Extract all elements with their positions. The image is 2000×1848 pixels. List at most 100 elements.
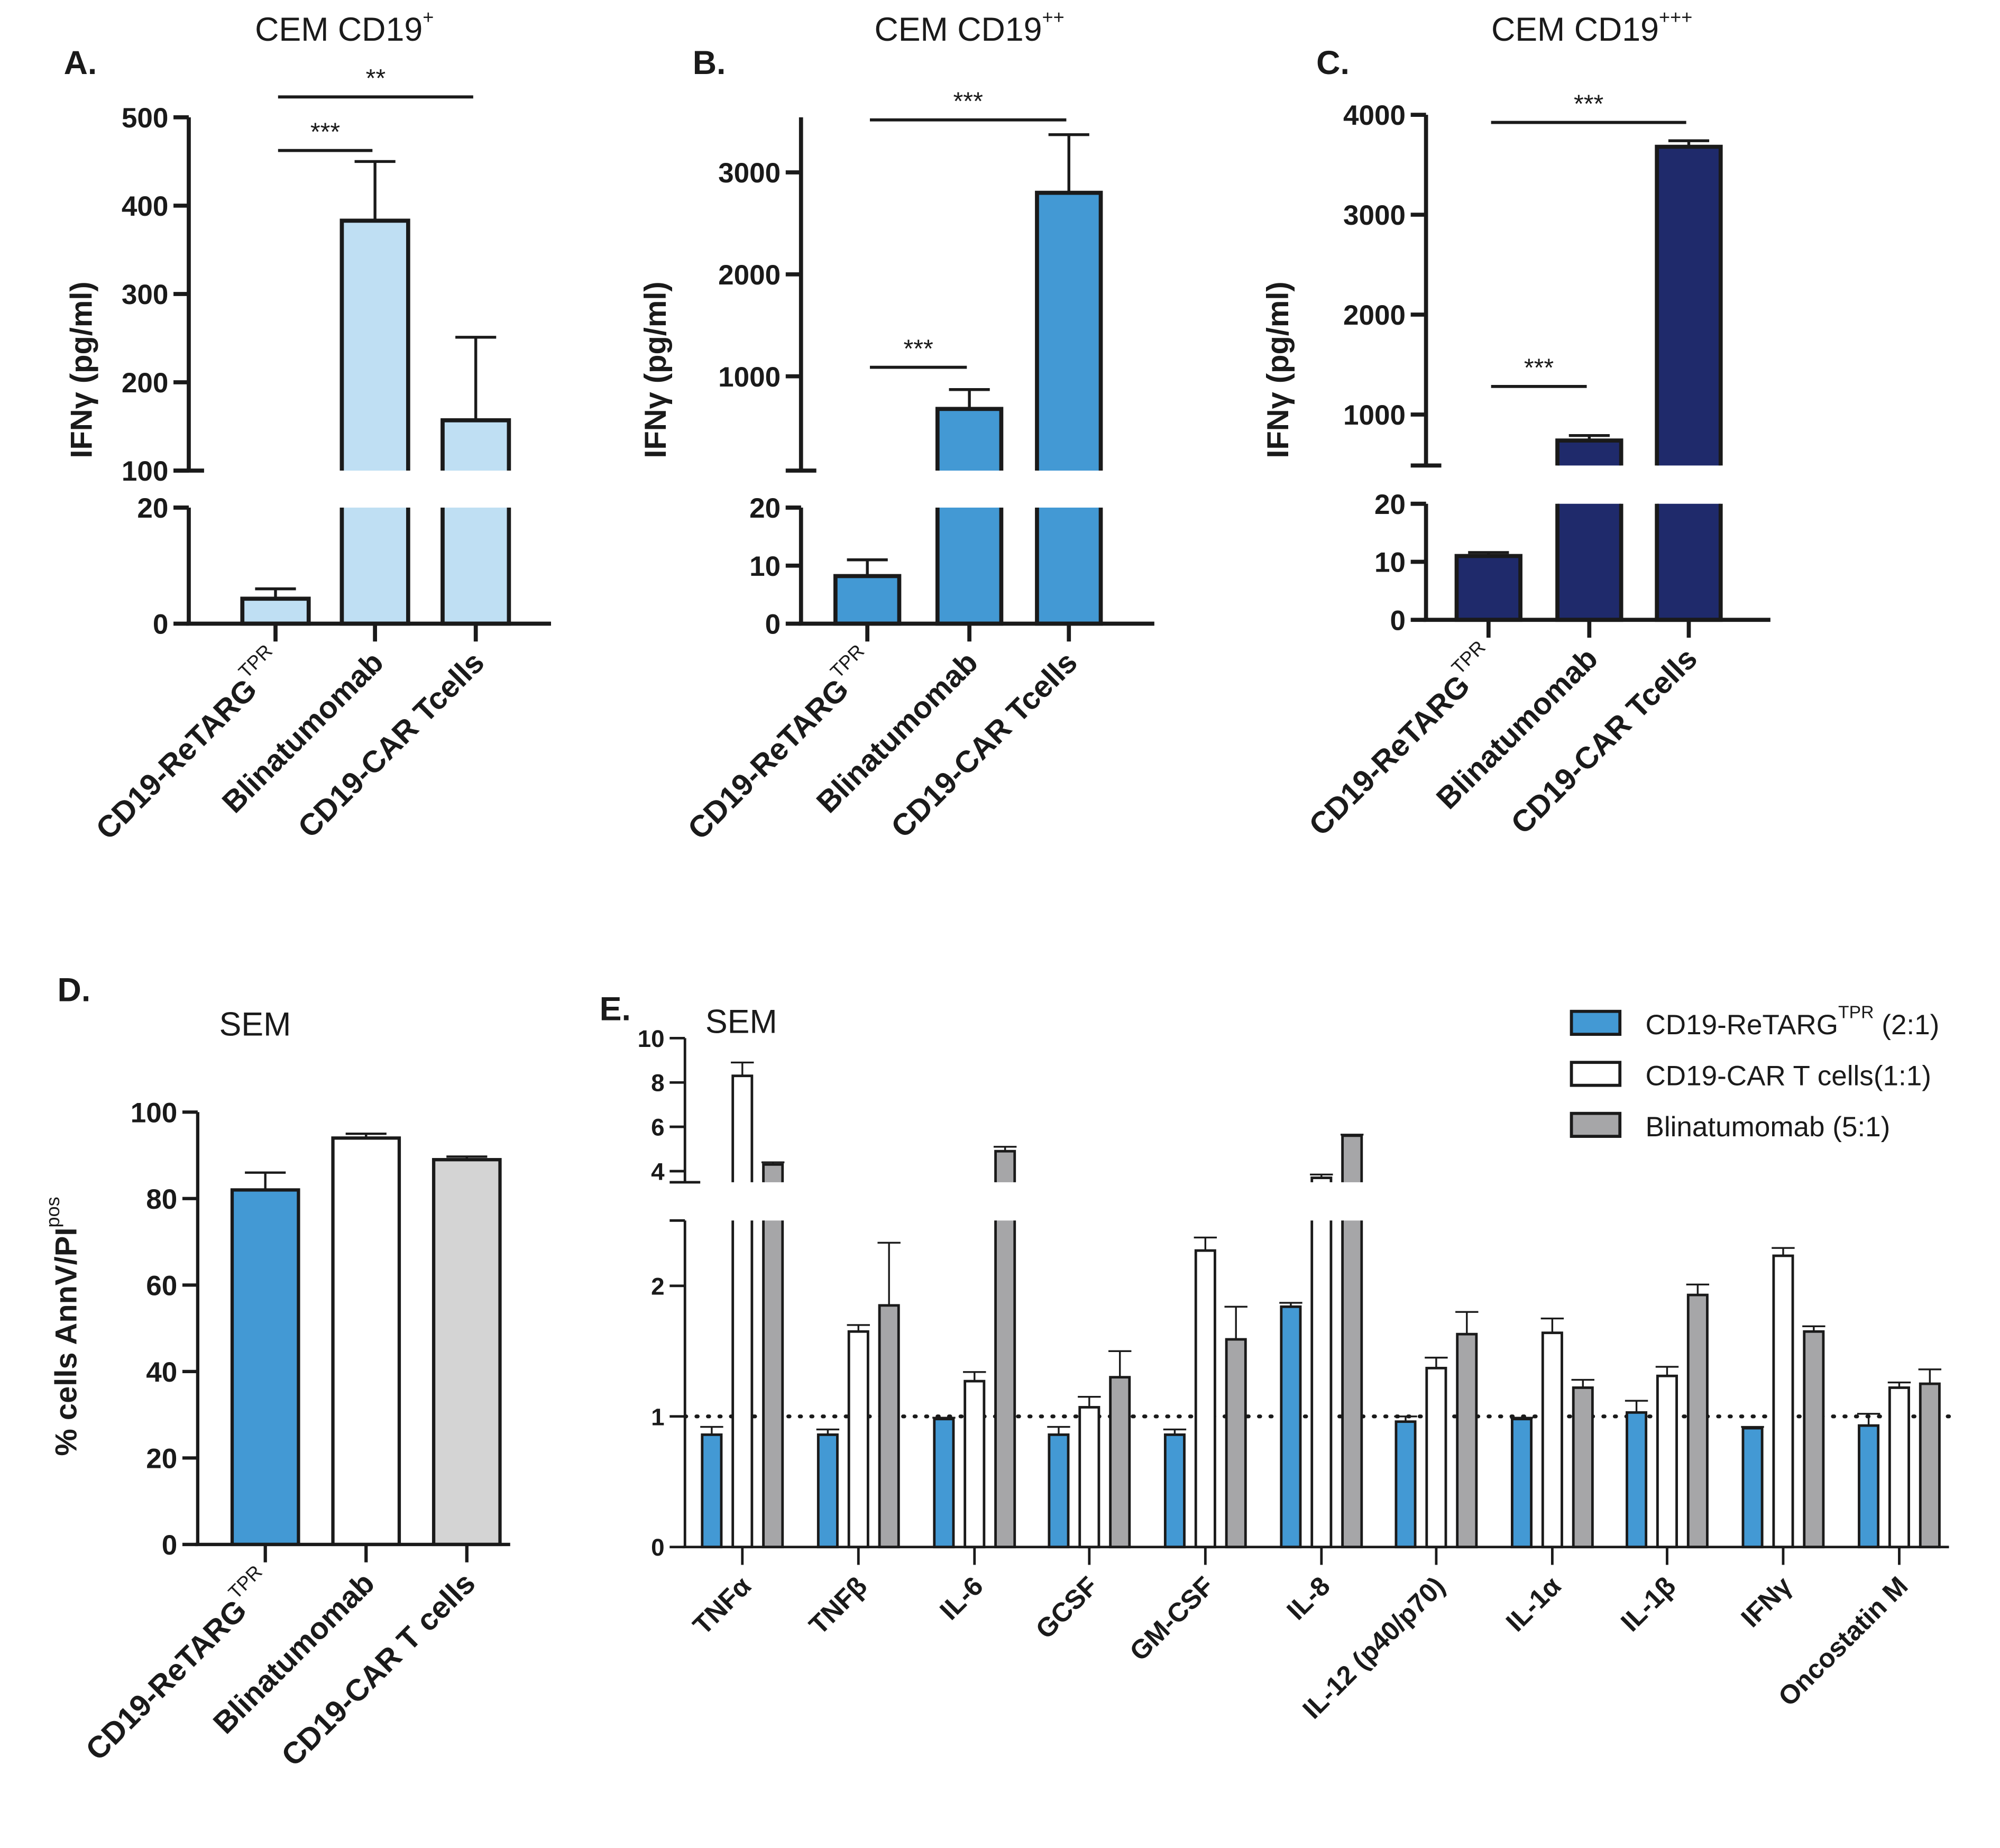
y-tick-label: 4000 xyxy=(1343,100,1406,131)
bar-rect xyxy=(1626,1411,1648,1549)
bar xyxy=(240,587,311,626)
bar-lower-segment xyxy=(342,507,408,624)
category-label: TNFα xyxy=(687,1570,757,1640)
bar-rect xyxy=(1511,1418,1533,1549)
bar-rect xyxy=(833,574,902,626)
y-tick-label: 0 xyxy=(1390,605,1406,636)
bar-rect xyxy=(1541,1331,1563,1549)
legend-label-main: CD19-ReTARG xyxy=(1645,1009,1838,1041)
panel-letter: E. xyxy=(600,991,631,1028)
bar xyxy=(1741,1426,1764,1549)
bar-rect xyxy=(1425,1366,1447,1549)
bar xyxy=(1772,1247,1795,1549)
category-label: CD19-CAR Tcells xyxy=(1504,641,1704,841)
y-tick-label: 0 xyxy=(765,609,781,640)
category-label-main: TNFα xyxy=(687,1570,757,1640)
bar-lower-segment xyxy=(1311,1220,1331,1547)
bar xyxy=(1918,1368,1942,1549)
y-tick-label: 100 xyxy=(131,1097,178,1128)
bar xyxy=(230,1171,300,1547)
bar-rect xyxy=(1772,1254,1794,1549)
bar xyxy=(1078,1396,1101,1549)
category-label: CD19-CAR Tcells xyxy=(292,646,491,845)
category-label: IL-8 xyxy=(1281,1570,1336,1625)
bar-outline xyxy=(340,218,410,471)
y-tick-label: 3000 xyxy=(718,158,781,189)
bar-rect xyxy=(1456,1332,1478,1549)
y-tick-label: 80 xyxy=(146,1184,177,1215)
bar xyxy=(1655,1366,1679,1549)
category-label-main: CD19-CAR Tcells xyxy=(885,646,1084,845)
bar-rect xyxy=(331,1136,401,1547)
category-label-main: CD19-CAR Tcells xyxy=(292,646,491,845)
bar xyxy=(1887,1381,1911,1549)
bar-lower-segment xyxy=(732,1220,752,1547)
panel-d: D. SEM % cells AnnV/PIpos 0 20 40 60 80 100 CD19-… xyxy=(42,971,510,1773)
y-tick-label: 500 xyxy=(122,103,169,134)
bar xyxy=(1510,1417,1534,1549)
y-axis-label-main: IFNγ (pg/ml) xyxy=(639,281,673,458)
panel-letter: C. xyxy=(1316,44,1350,81)
bar-upper-segment xyxy=(1036,192,1101,471)
category-label-main: IL-1α xyxy=(1500,1570,1566,1637)
bar xyxy=(963,1371,986,1549)
bar-upper-segment xyxy=(1657,146,1721,466)
bar xyxy=(816,1428,840,1549)
bar-rect xyxy=(701,1433,723,1549)
bar-upper-segment xyxy=(732,1075,752,1182)
bar-upper-segment xyxy=(342,220,408,471)
y-tick-label: 100 xyxy=(122,456,169,487)
bar-rect xyxy=(1888,1386,1910,1549)
category-label-main: GM-CSF xyxy=(1124,1570,1220,1667)
bar-rect xyxy=(933,1418,955,1549)
bar xyxy=(847,1324,870,1549)
y-tick-label: 0 xyxy=(162,1530,178,1561)
panel-title-sup: +++ xyxy=(1659,6,1692,28)
category-label-main: CD19-CAR T cells xyxy=(275,1566,482,1773)
bar-rect xyxy=(1656,1374,1678,1549)
panel-letter: B. xyxy=(693,44,726,81)
legend-swatch xyxy=(1570,1009,1622,1036)
bar-upper-segment xyxy=(937,409,1002,471)
y-axis-label: % cells AnnV/PIpos xyxy=(42,1197,84,1456)
bar xyxy=(1279,1302,1302,1549)
bar xyxy=(1686,1283,1710,1549)
y-axis-label-sup: pos xyxy=(42,1197,63,1227)
bar-rect xyxy=(847,1330,869,1549)
bar-rect xyxy=(816,1433,839,1549)
y-tick-label: 8 xyxy=(651,1070,664,1097)
bar-rect xyxy=(1163,1433,1186,1549)
bar-rect xyxy=(1225,1338,1247,1549)
panel-title-main: SEM xyxy=(705,1004,777,1041)
bar-rect xyxy=(1572,1386,1594,1549)
category-label: CD19-ReTARGTPR xyxy=(1297,636,1503,842)
bar xyxy=(1194,1236,1217,1549)
legend-label-main: Blinatumomab (5:1) xyxy=(1645,1111,1890,1143)
y-axis-label: IFNγ (pg/ml) xyxy=(639,281,673,458)
bar-rect xyxy=(1395,1420,1417,1549)
category-label-main: CD19-CAR Tcells xyxy=(1504,641,1704,841)
significance-label: *** xyxy=(1524,354,1554,382)
y-tick-label: 10 xyxy=(638,1025,665,1052)
bar xyxy=(877,1242,901,1549)
bar xyxy=(1857,1413,1880,1549)
bar xyxy=(1341,1134,1364,1549)
significance-label: *** xyxy=(310,117,341,146)
bar-rect xyxy=(1803,1330,1825,1549)
bar xyxy=(731,1061,754,1549)
bar-outline xyxy=(935,407,1004,471)
legend-label-suffix: (2:1) xyxy=(1874,1009,1939,1041)
panel-title-main: CEM CD19 xyxy=(874,11,1042,48)
y-axis-label: IFNγ (pg/ml) xyxy=(65,281,99,458)
category-label-main: IL-1β xyxy=(1615,1570,1682,1637)
category-label-main: CD19-ReTARG xyxy=(79,1593,253,1767)
category-label: IL-6 xyxy=(934,1570,989,1625)
category-label: GM-CSF xyxy=(1124,1570,1220,1667)
panel-c: C. CEM CD19+++ IFNγ (pg/ml) 0 10 20 1000 2000 30… xyxy=(1261,6,1770,842)
bar-rect xyxy=(230,1188,300,1547)
category-label-main: IFNγ xyxy=(1735,1570,1797,1633)
y-tick-label: 2000 xyxy=(1343,300,1406,331)
bar-rect xyxy=(1919,1382,1941,1549)
bar-outline xyxy=(731,1074,754,1182)
significance-label: *** xyxy=(1574,89,1604,118)
